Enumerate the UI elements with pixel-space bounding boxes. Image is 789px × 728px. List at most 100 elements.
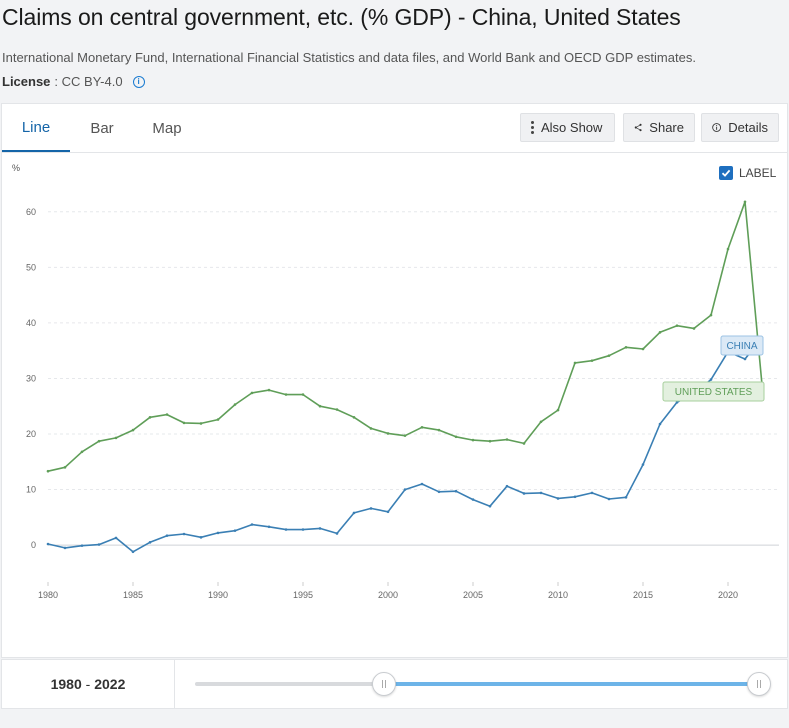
data-point xyxy=(199,536,203,539)
y-tick-label: 10 xyxy=(26,485,36,495)
united-states-series-label-text: UNITED STATES xyxy=(675,387,753,398)
data-point xyxy=(556,497,560,500)
license-row: License : CC BY-4.0 i xyxy=(2,74,145,89)
data-point xyxy=(607,354,611,357)
data-point xyxy=(709,313,713,317)
data-point xyxy=(369,427,373,430)
data-point xyxy=(352,416,356,419)
data-point xyxy=(522,442,526,445)
data-point xyxy=(522,492,526,495)
data-point xyxy=(624,346,628,349)
range-end-handle[interactable] xyxy=(747,672,771,696)
y-tick-label: 50 xyxy=(26,262,36,272)
data-point xyxy=(318,527,322,530)
data-point xyxy=(658,331,662,334)
range-start-handle[interactable] xyxy=(371,672,396,696)
x-tick-label: 1980 xyxy=(38,590,58,600)
y-tick-label: 20 xyxy=(26,429,36,439)
share-label: Share xyxy=(649,120,684,135)
share-icon xyxy=(634,123,642,132)
x-tick-label: 2005 xyxy=(463,590,483,600)
data-point xyxy=(675,401,679,404)
series-line-united-states xyxy=(47,200,763,472)
data-point xyxy=(607,497,611,501)
data-point xyxy=(658,422,662,426)
data-point xyxy=(488,439,492,443)
data-point xyxy=(726,247,730,251)
label-toggle-text: LABEL xyxy=(739,166,777,180)
checkbox-checked-icon[interactable] xyxy=(719,166,733,180)
also-show-label: Also Show xyxy=(541,120,603,135)
tab-line[interactable]: Line xyxy=(2,104,70,152)
data-point xyxy=(301,528,305,531)
data-point xyxy=(624,496,628,499)
details-label: Details xyxy=(728,120,768,135)
range-display: 1980 - 2022 xyxy=(2,660,175,708)
data-point xyxy=(165,413,169,416)
data-point xyxy=(250,523,254,526)
data-point xyxy=(590,359,594,362)
license-value: : CC BY-4.0 xyxy=(54,74,123,89)
line-chart: % 0 10 20 30 40 50 60 1980 1985 1990 1995 2000 2005 20… xyxy=(12,163,779,600)
data-point xyxy=(641,347,645,351)
data-point xyxy=(216,531,220,535)
x-tick-label: 1990 xyxy=(208,590,228,600)
data-point xyxy=(420,426,424,429)
license-label: License xyxy=(2,74,51,89)
label-toggle[interactable]: LABEL xyxy=(719,166,776,180)
data-point xyxy=(590,491,594,495)
data-point xyxy=(692,327,696,330)
data-point xyxy=(284,393,288,396)
data-point xyxy=(505,438,509,441)
data-point xyxy=(403,434,407,437)
data-point xyxy=(233,403,237,406)
data-point xyxy=(539,491,543,495)
details-button[interactable]: Details xyxy=(701,113,779,142)
data-point xyxy=(63,466,67,469)
tab-map[interactable]: Map xyxy=(152,119,182,137)
china-series-label: CHINA xyxy=(720,335,764,356)
data-point xyxy=(539,420,543,424)
data-point xyxy=(743,357,747,361)
range-start: 1980 xyxy=(50,676,82,692)
data-point xyxy=(267,525,271,529)
source-text: International Monetary Fund, Internation… xyxy=(2,50,696,65)
data-point xyxy=(80,544,84,547)
data-point xyxy=(556,408,560,412)
china-series-label-box xyxy=(720,335,764,356)
more-vertical-icon xyxy=(531,121,534,134)
data-point xyxy=(454,435,458,439)
data-point xyxy=(488,504,492,508)
data-point xyxy=(148,416,152,419)
data-point xyxy=(675,324,679,327)
data-point xyxy=(148,541,152,544)
page-title: Claims on central government, etc. (% GD… xyxy=(2,4,681,30)
data-point xyxy=(114,436,118,440)
x-tick-label: 1985 xyxy=(123,590,143,600)
y-tick-label: 40 xyxy=(26,318,36,328)
series-line-china xyxy=(47,337,763,553)
data-point xyxy=(216,418,220,421)
data-point xyxy=(199,422,203,425)
data-point xyxy=(437,490,441,494)
range-footer: 1980 - 2022 xyxy=(1,659,788,709)
data-point xyxy=(165,534,169,537)
range-slider-track[interactable] xyxy=(195,682,769,686)
y-tick-label: 30 xyxy=(26,373,36,383)
data-point xyxy=(131,550,135,554)
share-button[interactable]: Share xyxy=(623,113,695,142)
data-point xyxy=(641,463,645,466)
also-show-button[interactable]: Also Show xyxy=(520,113,615,142)
range-sep: - xyxy=(81,676,95,692)
chart-panel: Line Bar Map Also Show Share Details % 0 1… xyxy=(1,103,788,658)
china-series-label-text: CHINA xyxy=(726,341,757,352)
data-point xyxy=(250,391,254,395)
range-slider-fill xyxy=(383,682,759,686)
data-point xyxy=(335,532,339,535)
info-icon[interactable]: i xyxy=(132,75,145,88)
tab-bar[interactable]: Bar xyxy=(90,119,114,137)
chart-tabs: Line Bar Map xyxy=(2,104,200,152)
data-point xyxy=(471,438,475,442)
united-states-series-label-box xyxy=(662,381,765,402)
x-tick-label: 1995 xyxy=(293,590,313,600)
